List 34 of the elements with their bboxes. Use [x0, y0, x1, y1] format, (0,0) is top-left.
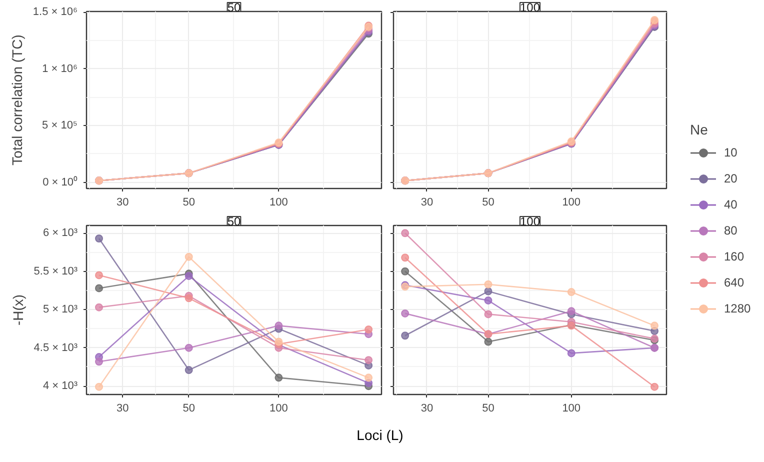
- legend-label: 10: [724, 146, 738, 160]
- x-tick-label: 30: [420, 402, 434, 414]
- legend-label: 640: [724, 276, 744, 290]
- x-tick-label: 100: [562, 402, 581, 414]
- y-tick-label: 1 × 10⁶: [42, 62, 78, 75]
- x-tick-label: 100: [270, 402, 288, 414]
- x-tick-label: 100: [270, 196, 288, 208]
- x-tick-label: 50: [482, 402, 494, 414]
- y-tick-label: 4.5 × 10³: [34, 342, 78, 354]
- y-tick-label: 1.5 × 10⁶: [32, 6, 78, 18]
- y-axis-title: -H(x): [10, 294, 26, 326]
- y-tick-label: 4 × 10³: [42, 380, 78, 392]
- x-tick-label: 50: [182, 402, 195, 414]
- x-tick-label: 30: [116, 402, 129, 414]
- legend-label: 1280: [724, 302, 751, 316]
- legend-label: 40: [724, 198, 738, 212]
- y-tick-label: 5 × 10³: [42, 304, 78, 316]
- x-axis-title: Loci (L): [356, 426, 404, 445]
- y-tick-label: 6 × 10³: [42, 227, 78, 240]
- y-tick-label: 5.5 × 10³: [34, 265, 78, 278]
- chart-title: 100: [520, 214, 540, 228]
- legend-label: 160: [724, 250, 744, 264]
- x-tick-label: 30: [420, 196, 434, 208]
- y-tick-label: 0 × 10⁰: [42, 175, 78, 188]
- y-axis-title: Total correlation (TC): [8, 34, 25, 166]
- x-tick-label: 50: [182, 196, 195, 208]
- y-tick-label: 5 × 10⁵: [42, 120, 78, 132]
- legend-label: 80: [724, 224, 738, 238]
- legend-label: 20: [724, 172, 738, 186]
- legend-title: Ne: [690, 122, 709, 138]
- chart-title: 100: [520, 0, 540, 14]
- x-tick-label: 50: [482, 196, 494, 208]
- x-tick-label: 30: [116, 196, 129, 208]
- x-tick-label: 100: [562, 196, 581, 208]
